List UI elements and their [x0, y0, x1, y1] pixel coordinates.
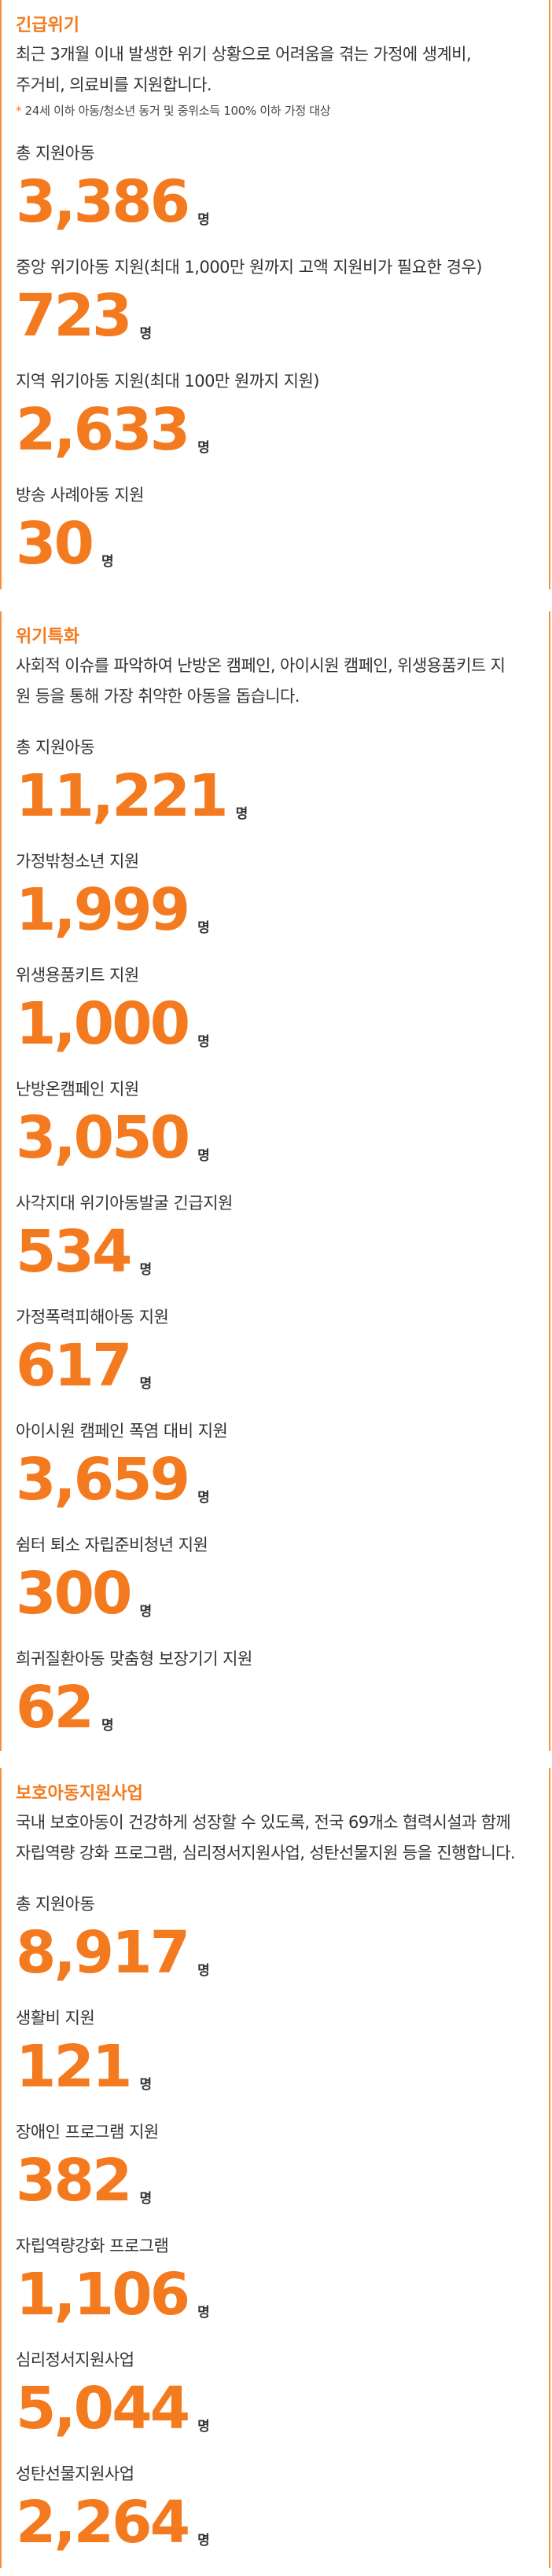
stat-label: 성탄선물지원사업	[16, 2464, 134, 2483]
stat-unit: 명	[139, 2191, 153, 2207]
stat-unit: 명	[139, 1262, 153, 1278]
stat-regional: 지역 위기아동 지원(최대 100만 원까지 지원) 2,633 명	[16, 369, 538, 483]
stat-value: 11,221	[16, 762, 229, 830]
stat-rare-disease: 희귀질환아동 맞춤형 보장기기 지원 62 명	[16, 1647, 538, 1761]
stat-disability-program: 장애인 프로그램 지원 382 명	[16, 2120, 538, 2234]
stat-label: 아이시원 캠페인 폭염 대비 지원	[16, 1422, 228, 1440]
stat-broadcast: 방송 사례아동 지원 30 명	[16, 483, 538, 597]
stat-unit: 명	[197, 2419, 210, 2435]
stat-value: 534	[16, 1218, 132, 1286]
stat-unit: 명	[197, 1490, 210, 1506]
stat-label: 사각지대 위기아동발굴 긴급지원	[16, 1194, 233, 1213]
stat-label: 위생용품키트 지원	[16, 966, 139, 985]
stat-unit: 명	[197, 2305, 210, 2321]
section-note: * 24세 이하 아동/청소년 동거 및 중위소득 100% 이하 가정 대상	[16, 102, 538, 119]
stat-central: 중앙 위기아동 지원(최대 1,000만 원까지 고액 지원비가 필요한 경우)…	[16, 255, 538, 369]
stat-unit: 명	[197, 212, 210, 228]
stat-label: 지역 위기아동 지원(최대 100만 원까지 지원)	[16, 372, 319, 391]
stat-unit: 명	[197, 920, 210, 936]
stat-value: 62	[16, 1674, 94, 1741]
stat-value: 1,106	[16, 2261, 190, 2328]
stat-unit: 명	[139, 1376, 153, 1392]
stat-label: 총 지원아동	[16, 1895, 95, 1914]
stat-label: 쉼터 퇴소 자립준비청년 지원	[16, 1536, 208, 1554]
stat-value: 723	[16, 282, 132, 350]
note-text: 24세 이하 아동/청소년 동거 및 중위소득 100% 이하 가정 대상	[21, 104, 331, 118]
stat-cooling-campaign: 아이시원 캠페인 폭염 대비 지원 3,659 명	[16, 1419, 538, 1533]
stat-domestic-violence: 가정폭력피해아동 지원 617 명	[16, 1305, 538, 1419]
stat-label: 난방온캠페인 지원	[16, 1080, 139, 1099]
stat-label: 희귀질환아동 맞춤형 보장기기 지원	[16, 1649, 252, 1668]
stat-value: 8,917	[16, 1919, 190, 1987]
stat-blind-spot: 사각지대 위기아동발굴 긴급지원 534 명	[16, 1191, 538, 1305]
stat-unit: 명	[235, 806, 248, 822]
stat-label: 가정밖청소년 지원	[16, 852, 139, 871]
section-description: 국내 보호아동이 건강하게 성장할 수 있도록, 전국 69개소 협력시설과 함…	[16, 1813, 516, 1862]
section-crisis-special: 위기특화 사회적 이슈를 파악하여 난방온 캠페인, 아이시원 캠페인, 위생용…	[0, 611, 550, 1751]
stat-value: 121	[16, 2033, 132, 2101]
stat-christmas-gift: 성탄선물지원사업 2,264 명	[16, 2462, 538, 2576]
stat-label: 장애인 프로그램 지원	[16, 2123, 159, 2141]
note-asterisk: *	[16, 104, 22, 118]
stat-unit: 명	[197, 440, 210, 456]
stat-label: 방송 사례아동 지원	[16, 486, 144, 505]
stat-value: 382	[16, 2147, 132, 2215]
stat-value: 1,000	[16, 990, 190, 1058]
stat-unit: 명	[101, 1718, 114, 1734]
stat-label: 중앙 위기아동 지원(최대 1,000만 원까지 고액 지원비가 필요한 경우)	[16, 258, 482, 277]
stat-living-expenses: 생활비 지원 121 명	[16, 2006, 538, 2120]
stat-value: 2,633	[16, 396, 190, 464]
stat-unit: 명	[197, 2533, 210, 2548]
stat-heating-campaign: 난방온캠페인 지원 3,050 명	[16, 1077, 538, 1191]
stat-unit: 명	[197, 1963, 210, 1979]
section-title: 긴급위기	[16, 16, 79, 35]
stat-unit: 명	[139, 2077, 153, 2093]
stat-unit: 명	[197, 1148, 210, 1164]
stat-unit: 명	[197, 1034, 210, 1050]
stat-hygiene-kit: 위생용품키트 지원 1,000 명	[16, 963, 538, 1077]
section-title: 위기특화	[16, 627, 79, 647]
section-protected-children: 보호아동지원사업 국내 보호아동이 건강하게 성장할 수 있도록, 전국 69개…	[0, 1768, 550, 2568]
stat-value: 30	[16, 510, 94, 578]
stat-value: 5,044	[16, 2375, 190, 2442]
stat-unit: 명	[101, 554, 114, 570]
stat-value: 3,386	[16, 168, 190, 236]
section-title: 보호아동지원사업	[16, 1784, 143, 1804]
stat-value: 1,999	[16, 876, 190, 944]
stat-total: 총 지원아동 3,386 명	[16, 141, 538, 255]
stat-value: 617	[16, 1332, 132, 1400]
stat-label: 자립역량강화 프로그램	[16, 2237, 169, 2255]
stat-total: 총 지원아동 8,917 명	[16, 1892, 538, 2006]
stat-unit: 명	[139, 1604, 153, 1620]
stat-runaway-youth: 가정밖청소년 지원 1,999 명	[16, 849, 538, 963]
stat-shelter-leaving-youth: 쉼터 퇴소 자립준비청년 지원 300 명	[16, 1533, 538, 1647]
stat-value: 300	[16, 1560, 132, 1627]
stat-label: 심리정서지원사업	[16, 2350, 134, 2369]
stat-value: 3,659	[16, 1446, 190, 1514]
stat-total: 총 지원아동 11,221 명	[16, 736, 538, 849]
stat-value: 2,264	[16, 2489, 190, 2556]
stat-unit: 명	[139, 326, 153, 342]
stat-independence-program: 자립역량강화 프로그램 1,106 명	[16, 2234, 538, 2348]
stat-psychological-support: 심리정서지원사업 5,044 명	[16, 2348, 538, 2462]
stat-label: 가정폭력피해아동 지원	[16, 1308, 169, 1327]
section-description: 사회적 이슈를 파악하여 난방온 캠페인, 아이시원 캠페인, 위생용품키트 지…	[16, 656, 506, 706]
section-emergency: 긴급위기 최근 3개월 이내 발생한 위기 상황으로 어려움을 겪는 가정에 생…	[0, 0, 550, 589]
stat-value: 3,050	[16, 1104, 190, 1172]
stat-label: 총 지원아동	[16, 144, 95, 163]
section-description: 최근 3개월 이내 발생한 위기 상황으로 어려움을 겪는 가정에 생계비, 주…	[16, 45, 472, 94]
stat-label: 생활비 지원	[16, 2009, 95, 2027]
stat-label: 총 지원아동	[16, 738, 95, 757]
